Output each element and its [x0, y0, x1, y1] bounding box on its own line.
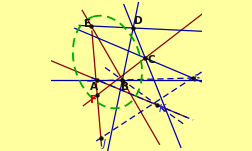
Text: J: J	[103, 139, 106, 149]
Text: I: I	[193, 74, 196, 84]
Text: B: B	[121, 82, 129, 92]
Text: C: C	[147, 55, 155, 64]
Text: K: K	[159, 104, 165, 114]
Text: F: F	[90, 95, 97, 104]
Text: A: A	[90, 82, 98, 92]
Text: D: D	[134, 16, 143, 26]
Text: E: E	[84, 19, 91, 29]
